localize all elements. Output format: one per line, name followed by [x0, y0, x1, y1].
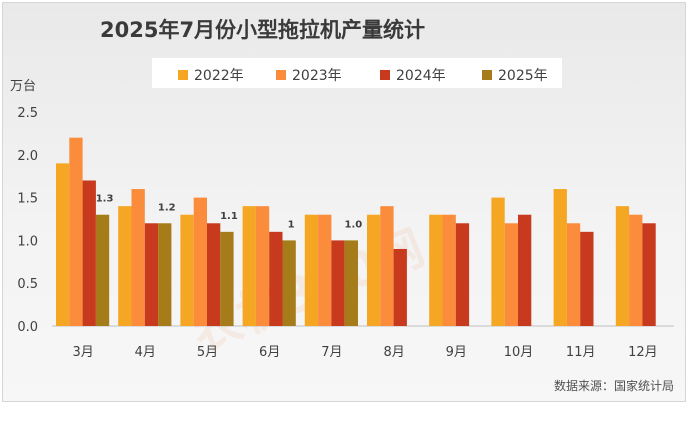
bar: [331, 240, 345, 326]
data-label: 1.3: [96, 194, 114, 205]
bar: [491, 197, 505, 326]
bar: [255, 206, 270, 326]
bar: [318, 214, 332, 326]
bar: [580, 231, 594, 326]
legend-item: 2022年: [178, 65, 244, 85]
x-tick-label: 3月: [72, 345, 93, 360]
bar: [144, 223, 159, 326]
bar: [207, 223, 221, 326]
x-tick-label: 11月: [566, 345, 596, 360]
bar: [180, 214, 194, 326]
x-tick-label: 4月: [135, 345, 156, 360]
x-tick-label: 8月: [383, 345, 404, 360]
data-label: 1.0: [344, 219, 362, 230]
bar: [158, 223, 172, 326]
bar: [69, 137, 83, 326]
x-tick-label: 7月: [321, 345, 342, 360]
legend-swatch: [482, 70, 492, 80]
bar: [269, 231, 283, 326]
bar: [304, 214, 319, 326]
legend-label: 2024年: [396, 68, 446, 84]
legend-label: 2022年: [194, 68, 244, 84]
x-tick-label: 12月: [628, 345, 658, 360]
data-source: 数据来源：国家统计局: [553, 379, 674, 393]
x-tick-label: 6月: [259, 345, 280, 360]
y-tick-label: 1.0: [17, 234, 38, 249]
legend-item: 2024年: [380, 65, 446, 85]
legend-label: 2023年: [292, 68, 342, 84]
bar: [429, 214, 443, 326]
bar: [95, 214, 110, 326]
bar: [442, 214, 456, 326]
x-tick-label: 10月: [504, 345, 534, 360]
bar: [393, 248, 407, 326]
bar: [282, 240, 296, 326]
y-axis-unit: 万台: [10, 79, 37, 94]
bar: [553, 189, 567, 326]
legend-item: 2023年: [276, 65, 342, 85]
bar: [642, 223, 656, 326]
bar: [118, 206, 132, 326]
y-tick-label: 0.5: [17, 277, 38, 292]
legend: 2022年 2023年 2024年 2025年: [152, 58, 562, 88]
bar: [504, 223, 518, 326]
bar: [380, 206, 394, 326]
bar: [518, 214, 532, 326]
bar: [455, 223, 470, 326]
chart-title: 2025年7月份小型拖拉机产量统计: [100, 18, 426, 42]
y-tick-label: 2.5: [17, 106, 38, 121]
bar: [566, 223, 581, 326]
bar: [344, 240, 358, 326]
bar: [220, 231, 234, 326]
legend-item: 2025年: [482, 65, 548, 85]
bar: [193, 197, 207, 326]
bar: [242, 206, 256, 326]
bar: [131, 189, 145, 326]
data-label: 1: [288, 219, 295, 230]
bar: [56, 163, 70, 326]
legend-label: 2025年: [498, 68, 548, 84]
data-label: 1.1: [220, 211, 238, 222]
y-tick-label: 0.0: [17, 320, 38, 335]
legend-swatch: [380, 70, 390, 80]
x-tick-label: 5月: [197, 345, 218, 360]
bar: [615, 206, 630, 326]
y-tick-label: 1.5: [17, 192, 38, 207]
bar: [367, 214, 381, 326]
x-tick-label: 9月: [446, 345, 467, 360]
legend-swatch: [178, 70, 188, 80]
bar: [629, 214, 643, 326]
y-tick-label: 2.0: [17, 149, 38, 164]
bar: [82, 180, 96, 326]
legend-swatch: [276, 70, 286, 80]
data-label: 1.2: [158, 202, 176, 213]
